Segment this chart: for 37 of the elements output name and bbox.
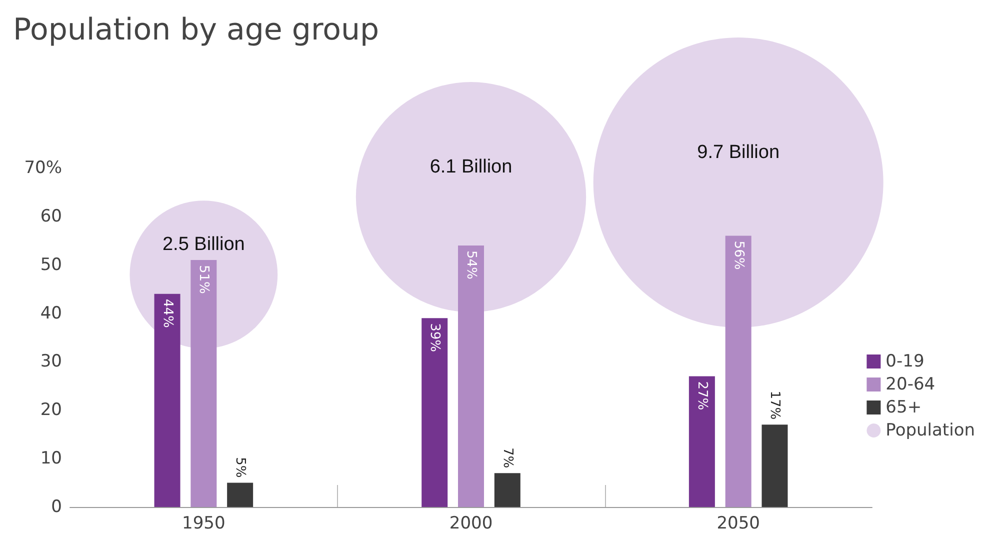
bar bbox=[688, 376, 715, 507]
bar bbox=[154, 294, 180, 507]
data-label: 56% bbox=[730, 240, 746, 270]
legend-label: 0-19 bbox=[886, 352, 924, 372]
bar bbox=[227, 482, 254, 507]
legend-label: 65+ bbox=[886, 398, 922, 418]
data-label: 51% bbox=[196, 265, 212, 294]
bar bbox=[458, 245, 484, 507]
y-tick-label: 40 bbox=[40, 303, 62, 324]
annotation: 6.1 Billion bbox=[430, 156, 512, 178]
y-tick-label: 10 bbox=[40, 448, 62, 469]
x-tick-label: 1950 bbox=[182, 514, 226, 534]
data-label: 5% bbox=[232, 457, 248, 478]
annotation: 9.7 Billion bbox=[697, 142, 780, 164]
bar bbox=[190, 260, 217, 507]
legend-label: 20-64 bbox=[886, 374, 936, 394]
y-tick-label: 50 bbox=[40, 254, 62, 275]
data-label: 17% bbox=[767, 390, 782, 420]
data-label: 44% bbox=[160, 298, 175, 328]
bar bbox=[422, 318, 448, 507]
y-tick-label: 60 bbox=[40, 206, 62, 226]
y-tick-label: 70% bbox=[24, 158, 62, 178]
x-tick-label: 2000 bbox=[449, 514, 493, 534]
x-tick-label: 2050 bbox=[716, 514, 760, 534]
bar bbox=[494, 473, 520, 507]
legend-label: Population bbox=[886, 420, 976, 440]
y-tick-label: 0 bbox=[51, 497, 62, 517]
data-label: 39% bbox=[427, 323, 442, 352]
y-tick-label: 20 bbox=[40, 400, 62, 420]
bar bbox=[762, 424, 788, 507]
y-tick-label: 30 bbox=[40, 352, 62, 372]
annotation: 2.5 Billion bbox=[162, 234, 245, 256]
chart-title: Population by age group bbox=[13, 12, 380, 48]
data-label: 27% bbox=[694, 381, 710, 410]
data-label: 7% bbox=[500, 447, 515, 468]
bar bbox=[725, 236, 752, 507]
data-label: 54% bbox=[464, 250, 478, 280]
